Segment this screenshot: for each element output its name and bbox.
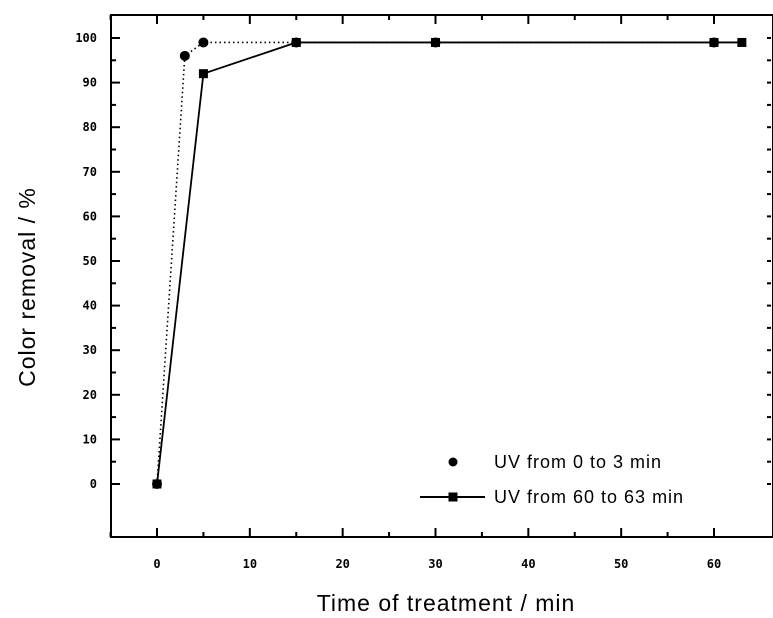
legend-label: UV from 60 to 63 min [494, 487, 684, 507]
series-line-1 [156, 41, 714, 485]
x-tick-label: 30 [428, 557, 442, 571]
plot-frame [110, 14, 773, 538]
y-tick-label: 30 [83, 343, 97, 357]
data-point [737, 37, 747, 47]
y-tick-label: 60 [83, 209, 97, 223]
data-point [431, 37, 440, 47]
x-tick-label: 50 [614, 557, 628, 571]
legend-label: UV from 0 to 3 min [494, 452, 662, 472]
data-point [179, 50, 190, 61]
data-point [709, 37, 719, 47]
y-tick-label: 10 [83, 432, 97, 446]
legend: UV from 0 to 3 min UV from 60 to 63 min [420, 452, 684, 507]
x-tick-label: 0 [153, 557, 160, 571]
x-tick-label: 60 [707, 557, 721, 571]
y-tick-label: 40 [83, 299, 97, 313]
plot-lines [156, 41, 742, 485]
legend-entry-2: UV from 60 to 63 min [420, 487, 684, 507]
data-point [152, 479, 162, 489]
legend-marker [448, 492, 458, 502]
series-line-2 [156, 41, 742, 485]
x-axis-title: Time of treatment / min [317, 590, 576, 616]
data-point [198, 69, 208, 79]
data-point [198, 37, 209, 48]
y-axis-title: Color removal / % [14, 187, 40, 387]
x-tick-label: 10 [243, 557, 257, 571]
x-axis-ticks: 0 10 20 30 40 50 60 [109, 15, 721, 571]
plot-markers [152, 37, 747, 489]
y-tick-label: 100 [75, 31, 97, 45]
y-tick-label: 70 [83, 165, 97, 179]
y-axis-ticks: 0 10 20 30 40 50 60 70 80 90 100 [75, 31, 771, 491]
x-tick-label: 40 [521, 557, 535, 571]
legend-entry-1: UV from 0 to 3 min [448, 452, 662, 472]
x-tick-label: 20 [335, 557, 349, 571]
data-point [291, 37, 301, 47]
legend-marker [448, 457, 458, 467]
y-tick-label: 50 [83, 254, 97, 268]
y-tick-label: 0 [90, 477, 97, 491]
y-tick-label: 90 [83, 76, 97, 90]
y-tick-label: 20 [83, 388, 97, 402]
y-tick-label: 80 [83, 120, 97, 134]
